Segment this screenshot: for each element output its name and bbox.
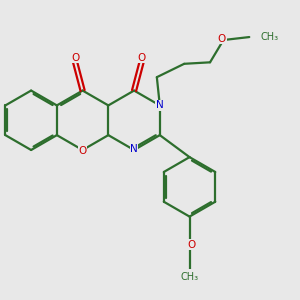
- Text: N: N: [156, 100, 164, 110]
- Text: O: O: [71, 53, 79, 63]
- Text: CH₃: CH₃: [181, 272, 199, 282]
- Text: N: N: [130, 143, 138, 154]
- Text: O: O: [187, 240, 195, 250]
- Text: O: O: [79, 146, 87, 157]
- Text: O: O: [137, 53, 146, 63]
- Text: CH₃: CH₃: [261, 32, 279, 42]
- Text: O: O: [218, 34, 226, 44]
